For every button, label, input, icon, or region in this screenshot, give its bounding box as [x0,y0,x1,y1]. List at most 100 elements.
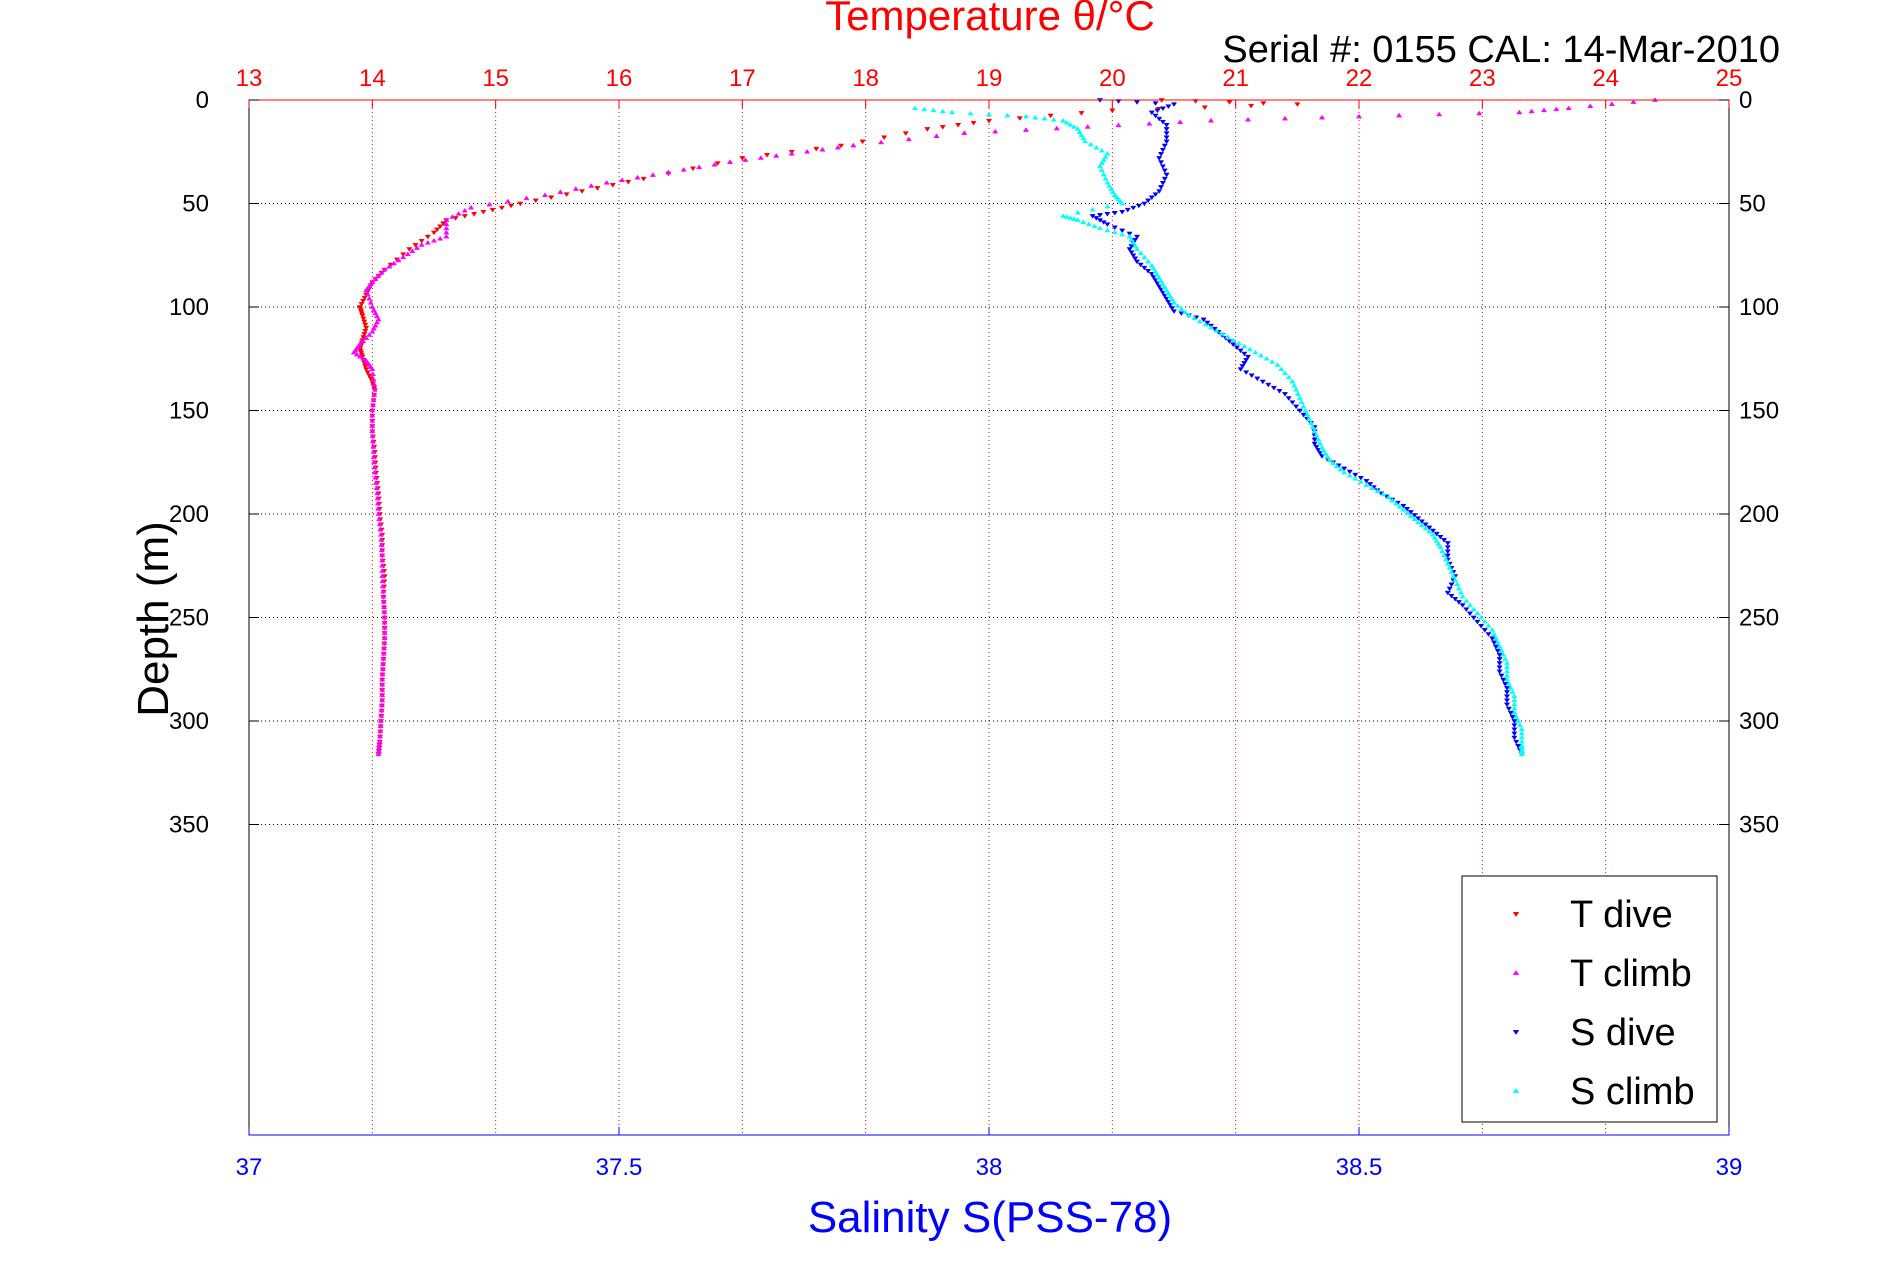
data-point [1444,549,1451,555]
data-point [1474,610,1481,616]
data-point [1433,531,1440,537]
data-point [1330,460,1337,466]
data-point [369,371,377,377]
data-point [1368,485,1376,490]
data-point [361,319,368,325]
data-point [1485,632,1492,637]
data-point [1363,479,1370,484]
data-point [1346,469,1353,475]
data-point [1111,211,1118,216]
data-point [461,214,468,219]
data-point [609,183,616,188]
data-point [376,733,384,739]
data-point [375,751,382,756]
data-point [1418,522,1425,528]
data-point [1243,370,1250,375]
data-point [371,464,378,470]
data-point [1285,374,1292,380]
data-point [379,666,386,672]
data-point [1270,385,1277,391]
data-point [1437,544,1444,549]
data-point [1505,680,1512,686]
data-point [1170,102,1178,107]
data-point [1437,534,1444,540]
data-point [773,153,780,158]
data-point [369,402,377,408]
data-point [1047,113,1054,119]
depth-tick-label-left: 100 [169,294,209,321]
data-point [359,313,366,319]
data-point [970,120,977,126]
data-point [366,332,373,337]
data-point [1515,744,1522,749]
data-point [1311,428,1318,434]
data-point [1503,694,1511,699]
data-point [413,245,421,250]
data-point [1128,236,1135,242]
depth-tick-label-right: 50 [1739,191,1766,218]
data-point [1074,217,1081,222]
data-point [1478,614,1485,620]
data-point [360,316,367,322]
data-point [1463,607,1470,613]
temperature-tick-label: 19 [976,65,1003,92]
data-point [819,146,826,152]
data-point [498,205,505,211]
data-point [1141,254,1148,260]
data-point [1067,215,1074,220]
data-point [1379,491,1387,497]
salinity-tick-label: 38.5 [1336,1154,1383,1181]
data-point [1207,117,1215,123]
data-point [1511,709,1518,715]
data-point [440,221,447,226]
data-point [714,161,721,166]
salinity-tick-label: 37.5 [596,1154,643,1181]
data-point [360,335,367,340]
data-point [486,201,493,207]
data-point [1152,113,1159,119]
data-point [1444,541,1451,546]
data-point [1281,392,1289,397]
data-point [375,506,382,511]
data-point [1511,735,1518,741]
data-point [1237,348,1244,354]
grid-layer [249,100,1729,1135]
data-point [372,276,379,281]
data-point [1145,268,1152,274]
data-point [1243,357,1250,363]
data-point [1448,582,1455,588]
data-point [985,111,993,117]
data-point [1444,590,1451,596]
data-point [369,433,376,439]
data-point [360,338,367,343]
data-point [1281,115,1289,121]
chart-title: Temperature θ/°C [825,0,1155,39]
data-point [619,177,626,183]
data-point [1311,441,1318,447]
data-point [369,412,376,418]
data-point [1159,147,1166,153]
data-point [449,214,456,219]
data-point [1496,657,1503,662]
data-point [377,723,384,728]
data-point [1219,331,1226,336]
data-point [378,707,385,713]
data-point [1392,500,1400,506]
temperature-tick-label: 21 [1222,65,1249,92]
data-point [1509,689,1516,694]
depth-tick-label-left: 350 [169,812,209,839]
data-point [390,260,397,266]
data-point [1494,639,1501,645]
data-point [1233,345,1240,351]
data-point [1496,652,1503,658]
data-point [1442,556,1450,562]
data-point [930,107,937,113]
legend-label: S dive [1570,1012,1676,1054]
data-point [1104,151,1111,156]
data-point [1254,376,1261,382]
data-point [1150,265,1157,271]
data-point [1178,306,1185,311]
data-point [381,640,388,646]
data-point [1341,466,1348,472]
data-point [370,376,377,382]
